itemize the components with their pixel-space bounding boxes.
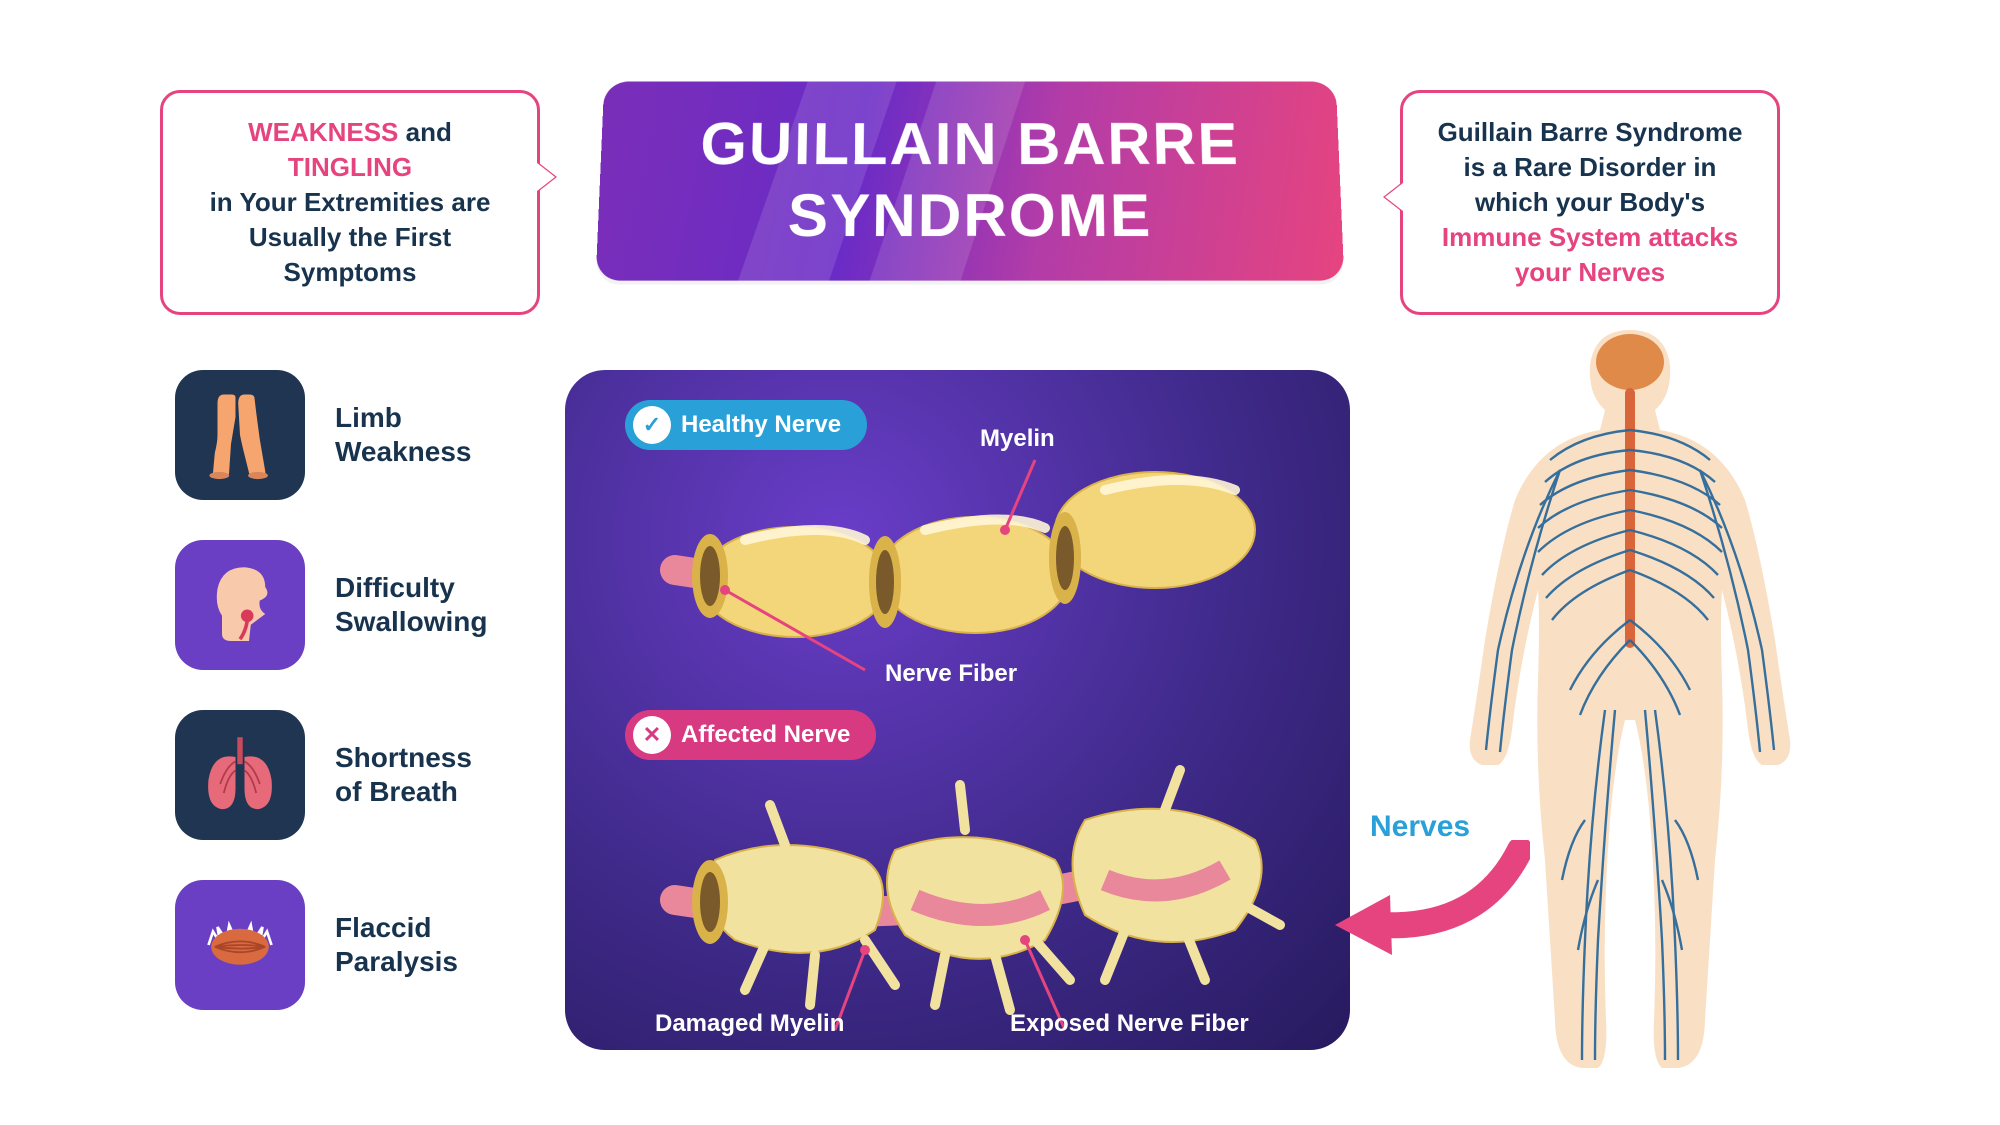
callout-right-hl: Immune System attacks your Nerves xyxy=(1442,222,1738,287)
callout-left-mid: and xyxy=(398,117,451,147)
muscle-icon xyxy=(175,880,305,1010)
symptom-label: Shortnessof Breath xyxy=(335,741,472,808)
label-exposed-fiber: Exposed Nerve Fiber xyxy=(1010,1010,1249,1038)
arrow-icon xyxy=(1330,840,1530,960)
callout-left-rest: in Your Extremities are Usually the Firs… xyxy=(210,187,491,287)
symptom-label: DifficultySwallowing xyxy=(335,571,487,638)
legs-icon xyxy=(175,370,305,500)
symptom-flaccid-paralysis: FlaccidParalysis xyxy=(175,880,545,1010)
symptom-limb-weakness: LimbWeakness xyxy=(175,370,545,500)
callout-right-lead: Guillain Barre Syndrome is a Rare Disord… xyxy=(1438,117,1743,217)
symptom-shortness-of-breath: Shortnessof Breath xyxy=(175,710,545,840)
symptom-list: LimbWeakness DifficultySwallowing Shortn… xyxy=(175,370,545,1050)
head-icon xyxy=(175,540,305,670)
nerves-label: Nerves xyxy=(1370,810,1470,844)
label-nerve-fiber: Nerve Fiber xyxy=(885,660,1017,688)
callout-definition: Guillain Barre Syndrome is a Rare Disord… xyxy=(1400,90,1780,315)
callout-first-symptoms: WEAKNESS and TINGLING in Your Extremitie… xyxy=(160,90,540,315)
symptom-difficulty-swallowing: DifficultySwallowing xyxy=(175,540,545,670)
label-damaged-myelin: Damaged Myelin xyxy=(655,1010,844,1038)
healthy-nerve-diagram xyxy=(565,400,1345,700)
title-line1: GUILLAIN BARRE xyxy=(699,111,1240,177)
title-banner: GUILLAIN BARRE SYNDROME xyxy=(596,82,1345,281)
callout-left-hl2: TINGLING xyxy=(288,152,412,182)
title-text: GUILLAIN BARRE SYNDROME xyxy=(697,109,1243,252)
symptom-label: LimbWeakness xyxy=(335,401,471,468)
nerve-comparison-panel: ✓ Healthy Nerve ✕ Affected Nerve Myelin xyxy=(565,370,1350,1050)
callout-left-hl1: WEAKNESS xyxy=(248,117,398,147)
label-myelin: Myelin xyxy=(980,425,1055,453)
lungs-icon xyxy=(175,710,305,840)
title-line2: SYNDROME xyxy=(787,182,1153,249)
symptom-label: FlaccidParalysis xyxy=(335,911,458,978)
affected-nerve-diagram xyxy=(565,730,1345,1050)
body-nervous-system xyxy=(1420,320,1840,1080)
